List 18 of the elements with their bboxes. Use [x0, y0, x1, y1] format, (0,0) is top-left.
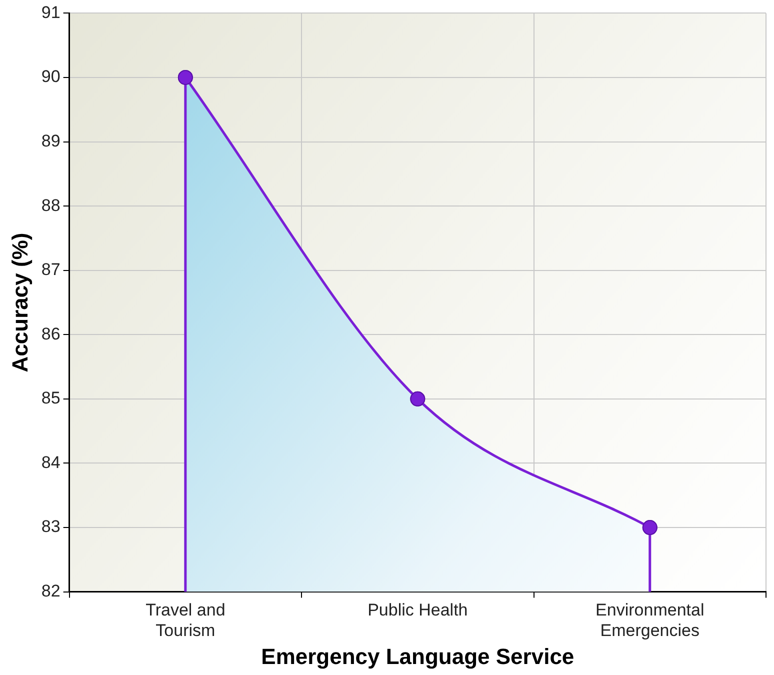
- x-axis-title: Emergency Language Service: [261, 644, 574, 669]
- y-tick-label: 89: [41, 131, 60, 150]
- x-tick-label: Public Health: [368, 600, 468, 620]
- y-tick-label: 83: [41, 517, 60, 536]
- x-tick-label: Environmental Emergencies: [596, 600, 704, 640]
- y-tick-label: 84: [41, 452, 60, 472]
- point: [178, 70, 193, 85]
- y-tick-label: 82: [41, 581, 60, 600]
- y-tick-label: 85: [41, 388, 60, 408]
- y-tick-label: 86: [41, 324, 60, 344]
- y-tick-label: 91: [41, 2, 60, 22]
- y-tick-label: 87: [41, 260, 60, 280]
- y-tick-label: 88: [41, 196, 60, 215]
- y-axis-title: Accuracy (%): [7, 232, 32, 372]
- point: [642, 520, 658, 536]
- x-tick-label: Travel and Tourism: [146, 600, 226, 640]
- y-tick-label: 90: [41, 67, 60, 86]
- point: [410, 391, 426, 406]
